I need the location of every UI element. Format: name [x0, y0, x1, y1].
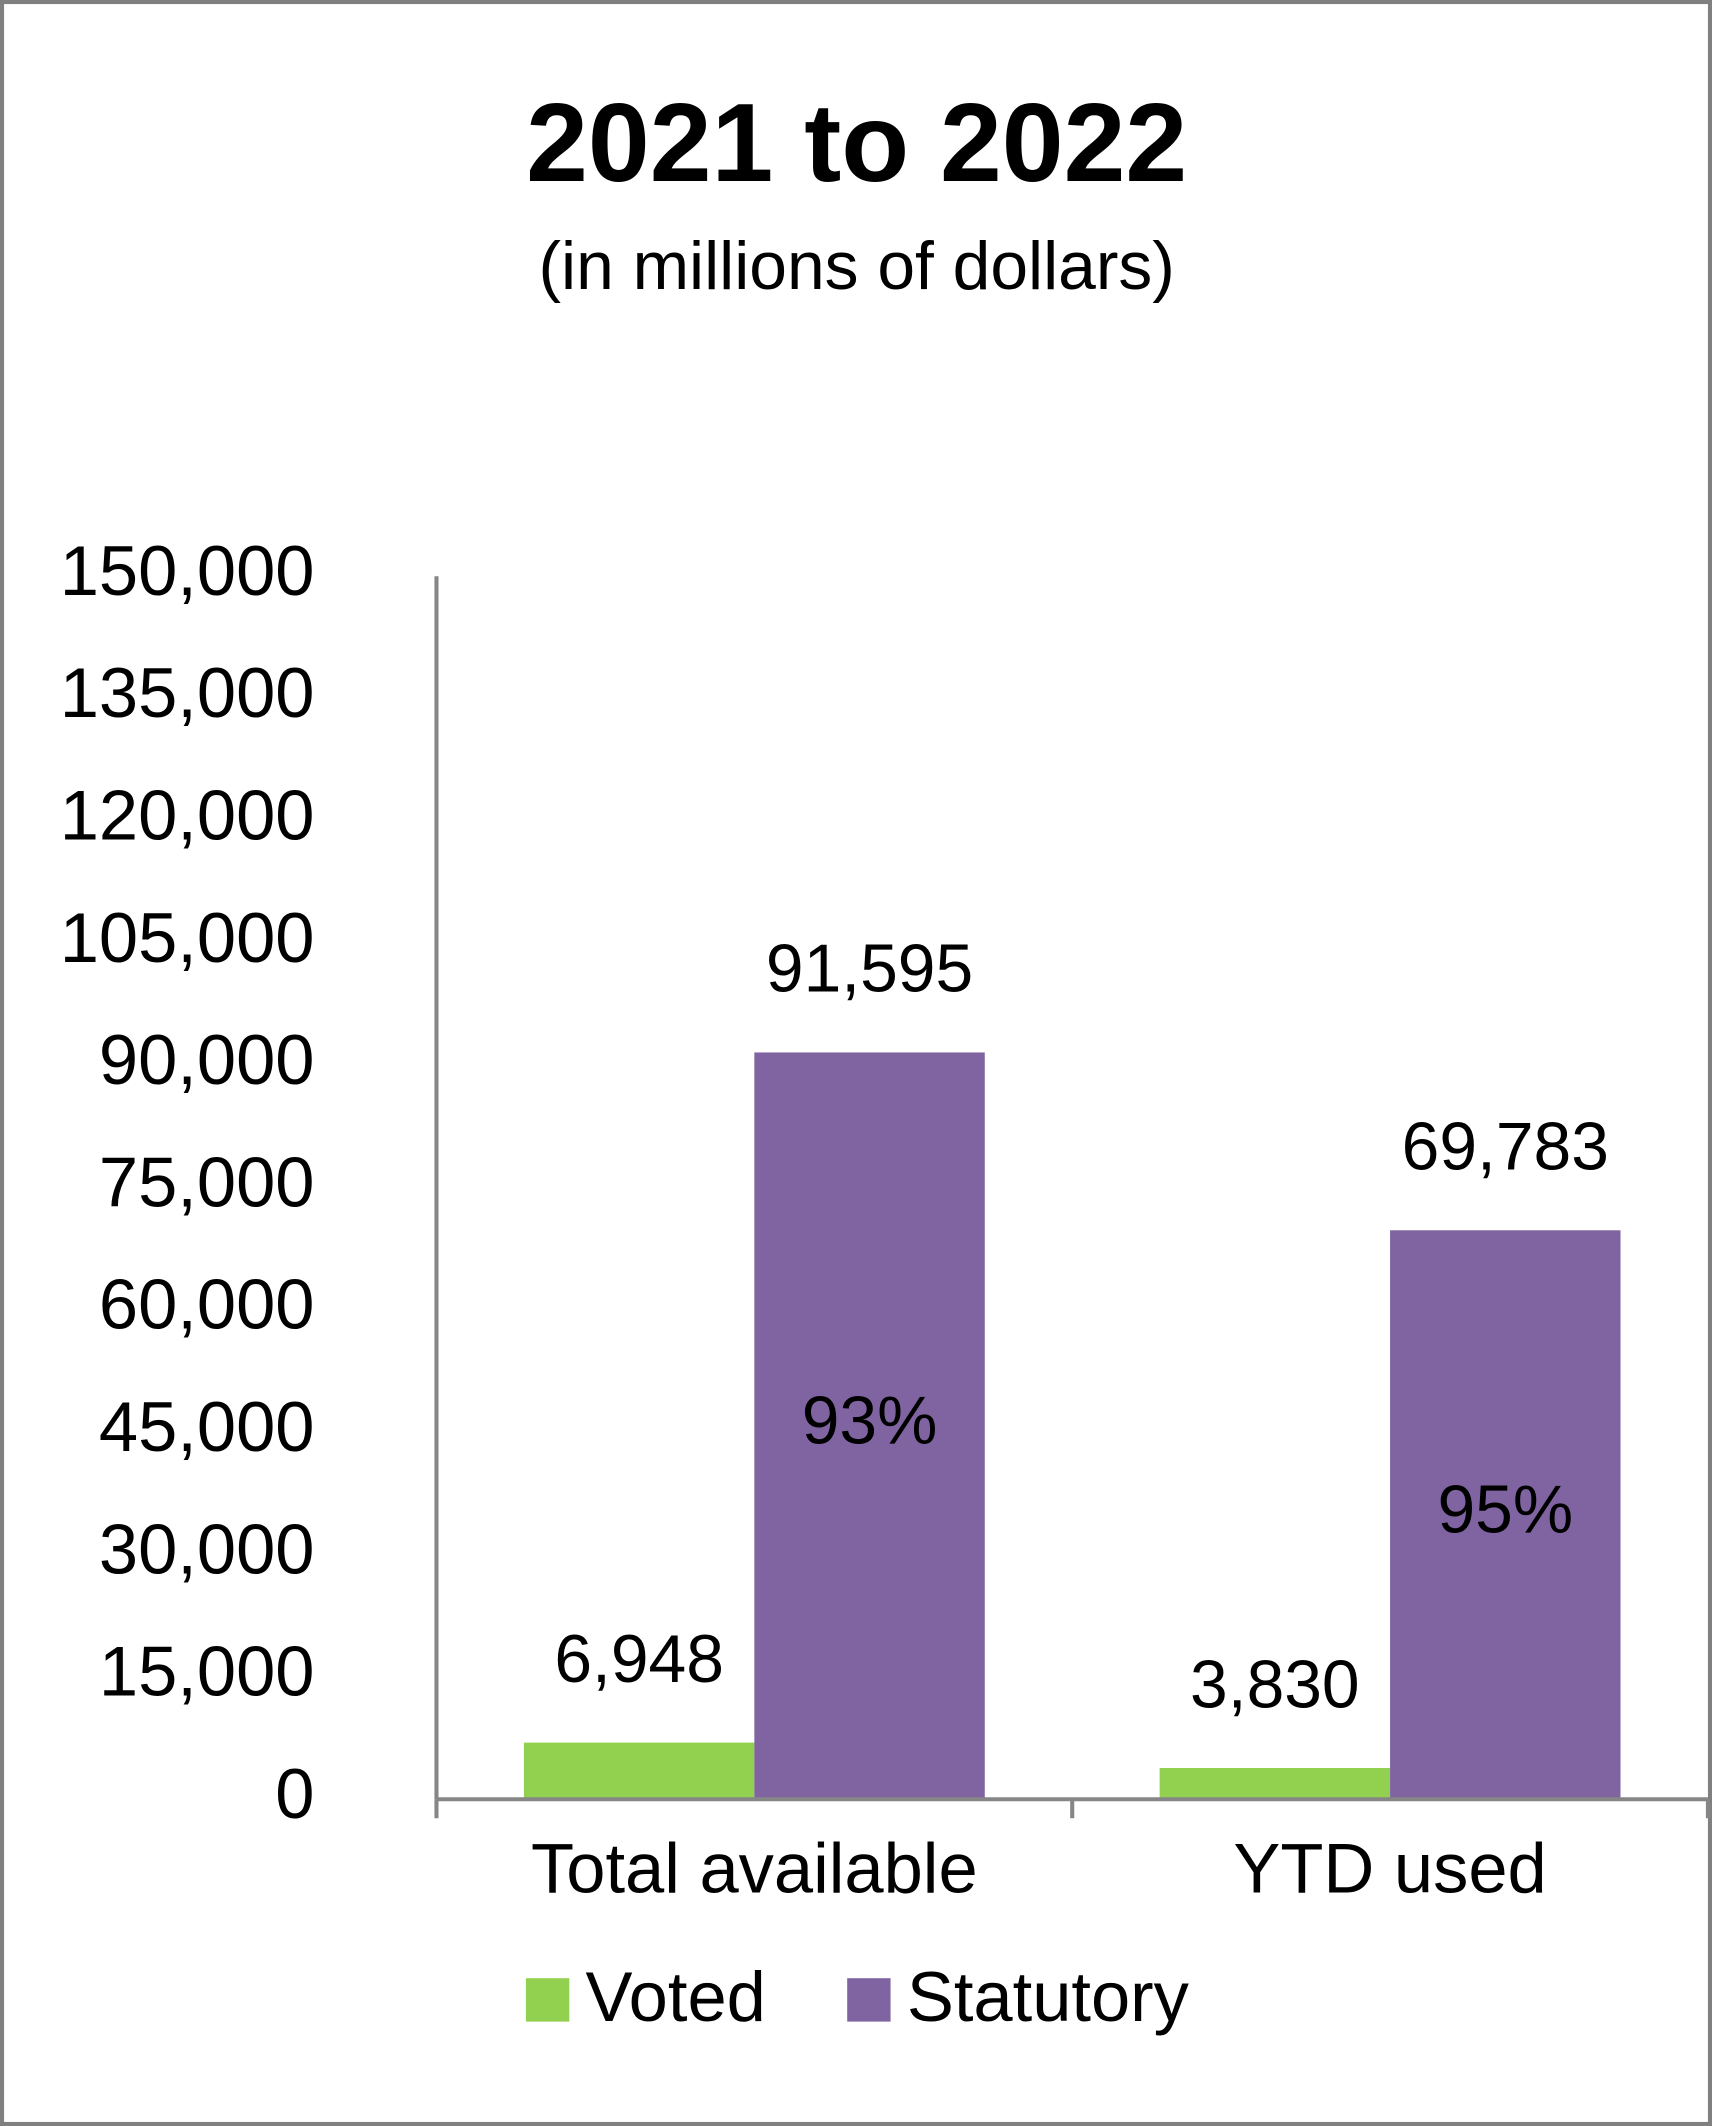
- share-label: 93%: [802, 1384, 938, 1459]
- bar: [1159, 1768, 1391, 1800]
- value-label: 69,783: [1402, 1110, 1609, 1185]
- y-tick-label: 60,000: [99, 1265, 315, 1344]
- y-tick-label: 135,000: [60, 653, 315, 732]
- x-tick-label: Total available: [531, 1828, 978, 1907]
- y-tick-label: 150,000: [60, 531, 315, 610]
- bar: [523, 1742, 755, 1800]
- y-tick-label: 45,000: [99, 1387, 315, 1466]
- y-tick-label: 0: [275, 1754, 314, 1833]
- legend-swatch: [847, 1978, 891, 2022]
- value-label: 91,595: [766, 932, 973, 1007]
- value-label: 6,948: [554, 1622, 724, 1697]
- chart-subtitle: (in millions of dollars): [539, 229, 1175, 304]
- chart-title: 2021 to 2022: [526, 80, 1187, 205]
- share-label: 95%: [1437, 1473, 1573, 1548]
- y-tick-label: 90,000: [99, 1020, 315, 1099]
- legend-label: Voted: [586, 1957, 766, 2036]
- y-tick-label: 75,000: [99, 1142, 315, 1221]
- y-tick-label: 120,000: [60, 775, 315, 854]
- bar: [754, 1052, 985, 1800]
- legend-swatch: [525, 1978, 570, 2022]
- y-tick-label: 105,000: [60, 898, 315, 977]
- y-tick-label: 30,000: [99, 1509, 315, 1588]
- y-tick-label: 15,000: [99, 1632, 315, 1711]
- value-label: 3,830: [1190, 1647, 1360, 1722]
- bar: [1390, 1230, 1621, 1800]
- legend-label: Statutory: [907, 1957, 1190, 2036]
- x-tick-label: YTD used: [1233, 1828, 1546, 1907]
